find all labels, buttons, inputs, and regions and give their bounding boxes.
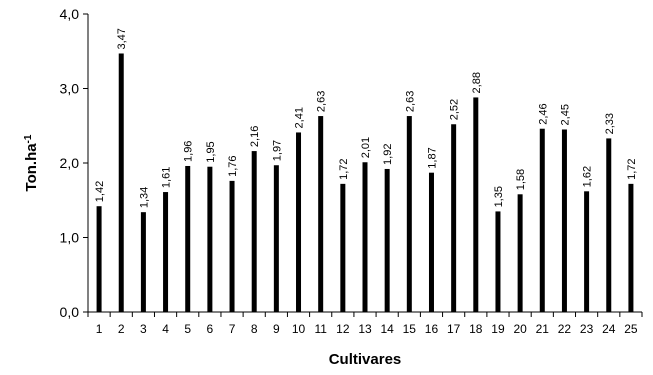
data-label: 2,33 [604, 113, 616, 134]
data-label: 1,42 [94, 181, 106, 202]
y-tick-label: 4,0 [60, 6, 80, 22]
y-tick-label: 0,0 [60, 304, 80, 320]
bar [318, 116, 324, 312]
bar [451, 124, 457, 312]
plot-area: 0,0 1,0 2,0 3,0 4,0 1,42 1 3,47 2 1,34 3 1,61 4 1,96 5… [60, 6, 643, 336]
data-label: 2,46 [537, 103, 549, 124]
data-label: 1,76 [227, 155, 239, 176]
data-label: 1,92 [382, 144, 394, 165]
data-label: 2,45 [559, 104, 571, 125]
data-label: 3,47 [116, 28, 128, 49]
data-label: 1,35 [493, 186, 505, 207]
x-tick-label: 11 [314, 322, 327, 336]
x-tick-label: 2 [118, 322, 125, 336]
data-label: 1,96 [183, 141, 195, 162]
data-label: 1,34 [138, 187, 150, 208]
x-tick-label: 17 [447, 322, 461, 336]
y-axis-title: Ton.ha-1 [23, 134, 41, 191]
y-axis-title-main: Ton.ha [23, 143, 40, 192]
data-label: 2,16 [249, 126, 261, 147]
x-tick-label: 12 [336, 322, 350, 336]
bar [140, 212, 146, 312]
x-tick-label: 3 [140, 322, 147, 336]
bar [539, 128, 545, 312]
data-label: 1,72 [626, 158, 638, 179]
data-label: 1,58 [515, 169, 527, 190]
data-label: 1,97 [271, 140, 283, 161]
x-tick-label: 23 [580, 322, 594, 336]
data-label: 2,63 [404, 91, 416, 112]
bar [606, 138, 612, 312]
bar [163, 192, 169, 312]
bar [584, 191, 590, 312]
data-label: 2,52 [449, 99, 461, 120]
bar [229, 180, 235, 312]
data-label: 1,95 [205, 141, 217, 162]
bar [628, 183, 634, 312]
data-label: 1,72 [338, 158, 350, 179]
x-tick-label: 8 [251, 322, 258, 336]
bar [406, 116, 412, 312]
bar [517, 194, 523, 312]
x-tick-label: 10 [292, 322, 306, 336]
x-tick-label: 4 [162, 322, 169, 336]
bar [428, 172, 434, 312]
x-tick-label: 9 [273, 322, 280, 336]
y-tick-label: 3,0 [60, 81, 80, 97]
x-tick-label: 15 [403, 322, 417, 336]
bar [251, 151, 257, 312]
x-tick-label: 18 [469, 322, 483, 336]
x-tick-label: 24 [602, 322, 616, 336]
data-label: 1,61 [161, 167, 173, 188]
x-tick-label: 25 [624, 322, 638, 336]
bar [340, 183, 346, 312]
y-tick-label: 1,0 [60, 230, 80, 246]
bar [384, 168, 390, 312]
data-label: 2,63 [316, 91, 328, 112]
data-label: 2,01 [360, 137, 372, 158]
bar [362, 162, 368, 312]
bar [96, 206, 102, 312]
data-label: 1,87 [426, 147, 438, 168]
x-axis-title: Cultivares [329, 351, 402, 368]
bar [273, 165, 279, 312]
x-tick-label: 5 [184, 322, 191, 336]
bar [207, 166, 213, 312]
data-label: 1,62 [582, 166, 594, 187]
bar [185, 165, 191, 312]
y-axis-title-superscript: -1 [23, 134, 34, 143]
bar [118, 53, 124, 313]
bar [561, 129, 567, 312]
x-tick-label: 13 [358, 322, 372, 336]
x-tick-label: 14 [380, 322, 394, 336]
data-label: 2,88 [471, 72, 483, 93]
x-tick-label: 1 [96, 322, 103, 336]
x-tick-label: 19 [491, 322, 505, 336]
x-tick-label: 7 [229, 322, 236, 336]
bar [495, 211, 501, 312]
x-tick-label: 21 [536, 322, 550, 336]
y-tick-label: 2,0 [60, 155, 80, 171]
x-tick-label: 16 [425, 322, 439, 336]
bar [473, 97, 479, 312]
bar [296, 132, 302, 312]
x-tick-label: 22 [558, 322, 572, 336]
x-tick-label: 20 [513, 322, 527, 336]
data-label: 2,41 [294, 107, 306, 128]
x-tick-label: 6 [207, 322, 214, 336]
